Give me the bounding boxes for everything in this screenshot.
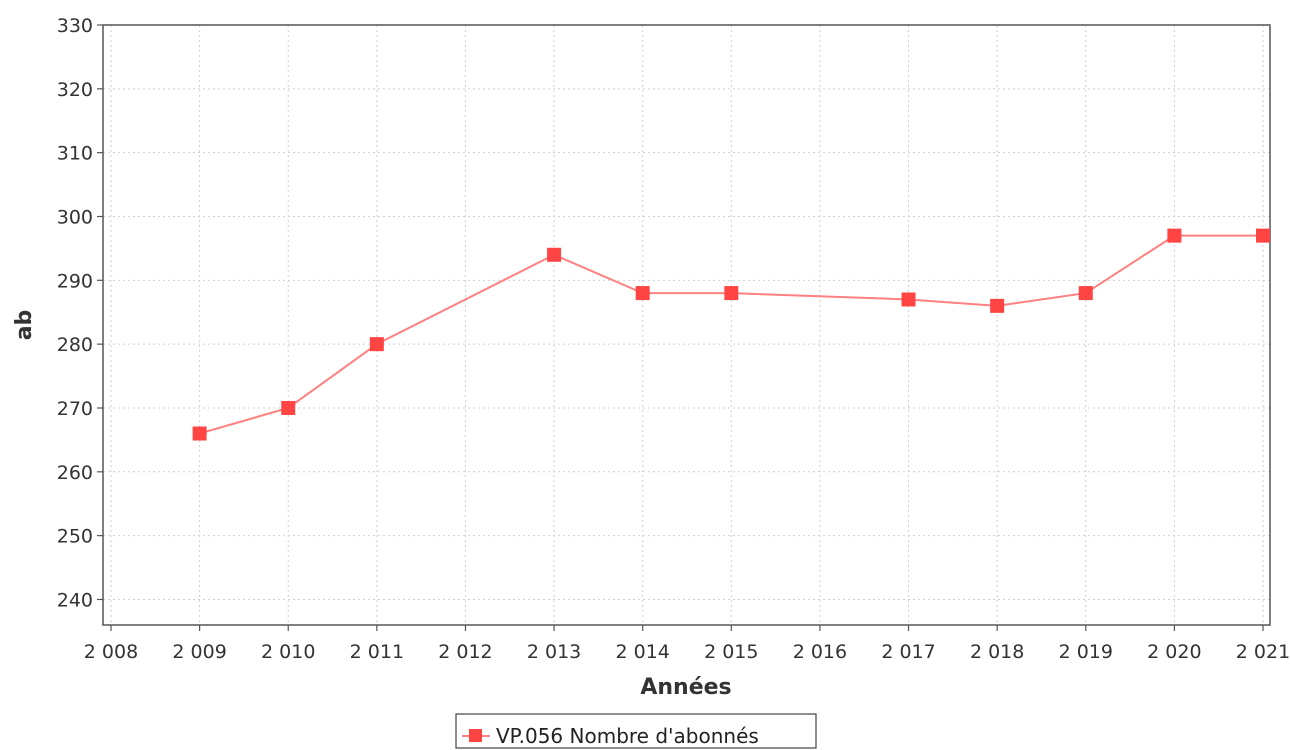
data-point-marker [901,292,916,307]
data-point-marker [1167,228,1182,243]
y-tick-label: 280 [57,334,93,356]
x-axis-title: Années [640,675,731,700]
legend-marker-icon [469,729,482,742]
y-tick-label: 260 [57,462,93,484]
x-tick-label: 2 013 [527,641,581,663]
x-tick-label: 2 017 [881,641,935,663]
x-tick-label: 2 012 [438,641,492,663]
x-tick-label: 2 019 [1059,641,1113,663]
legend: VP.056 Nombre d'abonnés [455,713,817,749]
x-tick-label: 2 020 [1147,641,1201,663]
x-tick-label: 2 018 [970,641,1024,663]
x-tick-label: 2 015 [704,641,758,663]
grid-lines [103,24,1270,625]
data-point-marker [990,298,1005,313]
x-tick-label: 2 011 [350,641,404,663]
series-layer [192,228,1270,441]
y-tick-label: 320 [57,79,93,101]
data-point-marker [369,337,384,352]
y-tick-label: 240 [57,589,93,611]
x-tick-label: 2 010 [261,641,315,663]
y-tick-label: 270 [57,398,93,420]
y-axis-title: ab [12,310,37,341]
legend-label: VP.056 Nombre d'abonnés [496,724,759,748]
y-tick-label: 300 [57,206,93,228]
x-axis-ticks: 2 008 2 009 2 010 2 011 2 012 2 013 2 014 2 015… [84,625,1290,663]
legend-box [455,713,817,749]
y-tick-label: 330 [57,15,93,37]
data-point-marker [1256,228,1270,243]
x-tick-label: 2 016 [793,641,847,663]
data-point-marker [192,426,207,441]
x-tick-label: 2 009 [172,641,226,663]
data-point-marker [635,286,650,301]
data-point-marker [281,400,296,415]
x-tick-label: 2 021 [1236,641,1290,663]
data-point-marker [724,286,739,301]
y-tick-label: 310 [57,143,93,165]
data-point-marker [547,247,562,262]
x-tick-label: 2 014 [615,641,669,663]
y-tick-label: 250 [57,526,93,548]
plot-area [102,24,1271,626]
x-tick-label: 2 008 [84,641,138,663]
y-axis-ticks: 240 250 260 270 280 290 300 310 320 330 [57,15,103,611]
data-point-marker [1078,286,1093,301]
y-tick-label: 290 [57,270,93,292]
